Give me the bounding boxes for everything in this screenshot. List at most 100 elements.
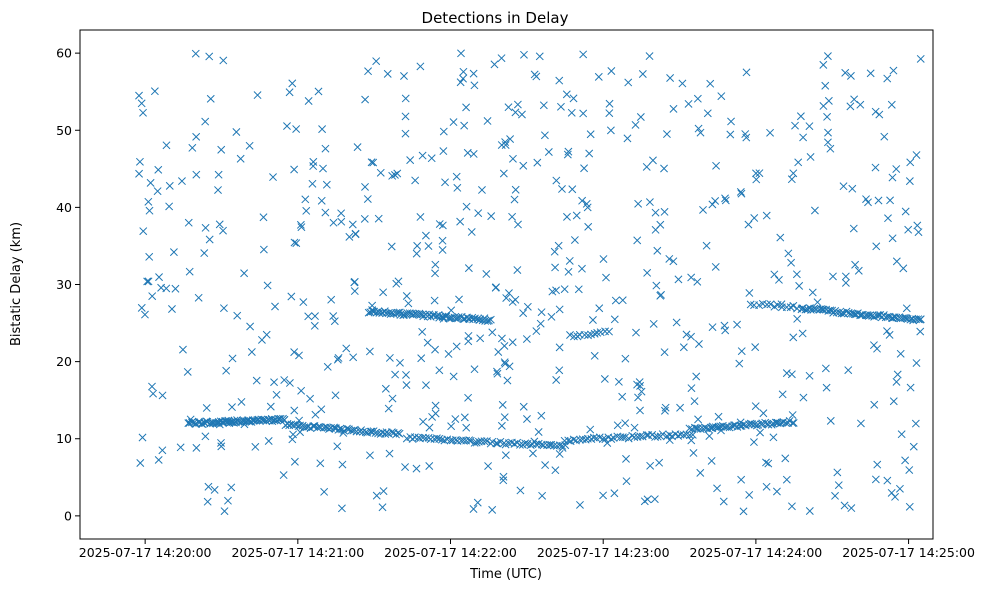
data-point (139, 108, 147, 117)
data-point (799, 393, 808, 402)
data-point (856, 419, 865, 428)
data-point (501, 451, 510, 460)
data-point (828, 306, 837, 315)
data-point (535, 52, 544, 61)
data-point (813, 298, 822, 307)
data-point (144, 277, 153, 286)
data-point (909, 442, 918, 451)
data-point (534, 428, 543, 436)
data-point (215, 420, 224, 429)
data-point (805, 371, 814, 380)
data-point (337, 504, 346, 513)
data-point (787, 175, 796, 184)
data-point (388, 394, 397, 403)
data-point (717, 426, 725, 435)
data-point (500, 413, 509, 422)
data-point (499, 472, 508, 481)
data-point (355, 427, 364, 436)
data-point (906, 383, 915, 392)
data-point (580, 330, 589, 339)
data-point (188, 143, 197, 152)
data-point (176, 443, 185, 452)
data-point (431, 269, 440, 278)
data-point (600, 375, 609, 383)
data-point (191, 49, 200, 58)
data-point (427, 154, 436, 163)
data-point (215, 220, 224, 229)
data-point (913, 221, 922, 230)
data-point (498, 400, 507, 409)
data-point (897, 430, 906, 439)
data-point (423, 338, 432, 347)
data-point (745, 289, 754, 297)
data-point (236, 154, 245, 163)
data-point (506, 135, 515, 144)
data-point (523, 415, 531, 423)
data-point (158, 446, 167, 455)
data-point (516, 440, 524, 449)
x-axis-label: Time (UTC) (469, 567, 542, 582)
data-point (737, 189, 746, 198)
data-point (519, 402, 528, 411)
data-point (367, 158, 376, 167)
data-point (789, 418, 798, 427)
data-point (365, 347, 374, 356)
data-point (564, 147, 573, 156)
data-point (653, 246, 662, 255)
data-point (711, 196, 720, 205)
data-point (880, 132, 889, 141)
data-point (201, 223, 210, 232)
data-point (155, 273, 163, 282)
data-point (794, 158, 803, 167)
data-point (245, 141, 254, 150)
data-point (473, 498, 482, 507)
data-point (375, 308, 384, 317)
data-point (819, 305, 828, 314)
data-point (902, 304, 911, 313)
data-point (311, 410, 320, 419)
data-point (217, 442, 226, 451)
data-point (508, 212, 517, 221)
data-point (295, 351, 303, 360)
data-point (887, 488, 896, 497)
data-point (165, 202, 174, 211)
data-point (441, 311, 450, 320)
data-point (819, 60, 828, 69)
data-point (634, 199, 643, 208)
data-point (452, 172, 461, 181)
data-point (321, 208, 330, 217)
data-point (684, 99, 693, 108)
data-point (418, 310, 427, 319)
data-point (751, 402, 760, 411)
data-point (636, 406, 644, 415)
data-point (227, 483, 236, 492)
data-point (823, 52, 832, 61)
data-point (220, 507, 229, 516)
data-point (453, 183, 462, 192)
data-point (439, 147, 448, 156)
data-point (412, 249, 421, 258)
data-point (372, 57, 381, 66)
data-point (469, 69, 478, 78)
data-point (849, 224, 858, 233)
data-point (578, 264, 586, 273)
data-point (745, 490, 754, 499)
data-point (499, 169, 508, 178)
x-tick-label: 2025-07-17 14:23:00 (537, 545, 670, 560)
data-point (642, 162, 651, 171)
data-point (522, 335, 531, 344)
data-point (383, 69, 392, 78)
data-point (145, 206, 154, 215)
data-point (685, 424, 694, 433)
data-point (694, 340, 703, 348)
data-point (488, 505, 497, 514)
data-point (451, 415, 460, 423)
data-point (440, 436, 449, 445)
data-point (824, 128, 832, 137)
data-point (402, 292, 411, 300)
data-point (657, 290, 665, 299)
data-point (318, 125, 327, 134)
data-point (508, 338, 517, 347)
data-point (751, 343, 760, 352)
data-point (537, 308, 546, 317)
